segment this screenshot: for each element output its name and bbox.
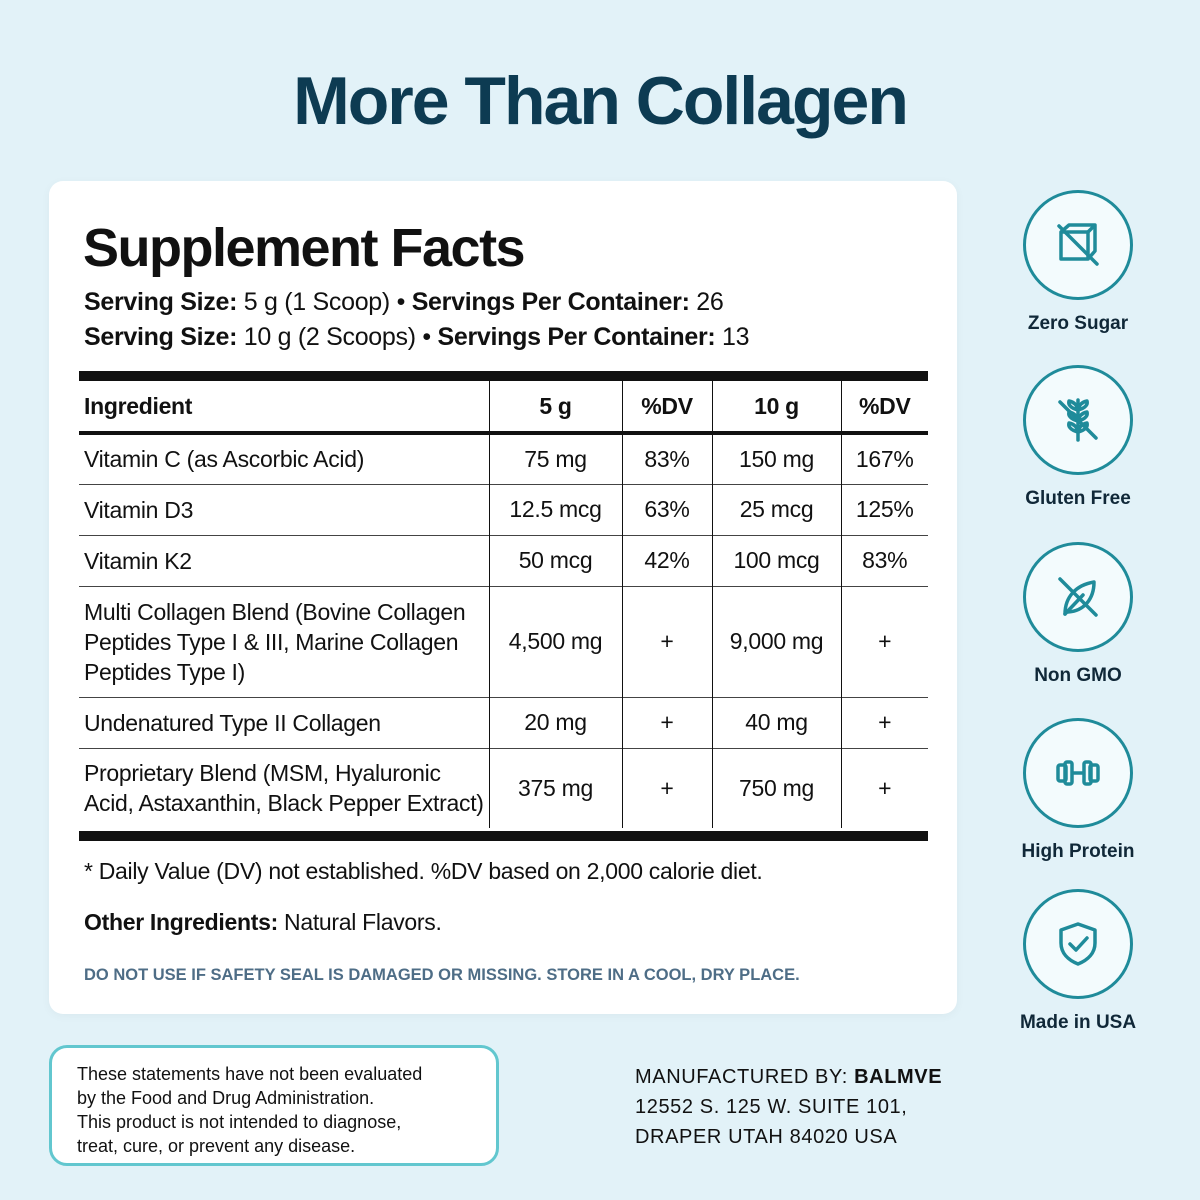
manufacturer-address-line: DRAPER UTAH 84020 USA (635, 1126, 898, 1148)
daily-value-10g: + (840, 747, 928, 828)
fda-notice-line: treat, cure, or prevent any disease. (77, 1136, 356, 1156)
amount-5g: 375 mg (488, 747, 622, 828)
serving-info-single-scoop: Serving Size: 5 g (1 Scoop) • Servings P… (84, 288, 724, 317)
daily-value-5g: + (621, 696, 712, 748)
badge-label: Made in USA (1019, 1012, 1137, 1033)
no-sugar-cube-icon (1057, 223, 1099, 266)
shield-check-icon (1059, 922, 1097, 966)
daily-value-10g: + (840, 585, 928, 697)
badge-zero-sugar: Zero Sugar (1000, 190, 1156, 335)
daily-value-5g: + (621, 747, 712, 828)
amount-10g: 750 mg (711, 747, 841, 828)
daily-value-5g: 63% (621, 483, 712, 535)
dumbbell-icon (1056, 760, 1100, 786)
daily-value-5g: 83% (621, 433, 712, 484)
ingredient-name: Multi Collagen Blend (Bovine Collagen Pe… (79, 585, 489, 697)
ingredient-name: Proprietary Blend (MSM, Hyaluronic Acid,… (79, 747, 489, 828)
serving-size-value: 5 g (1 Scoop) • (237, 288, 412, 316)
ingredient-name: Undenatured Type II Collagen (79, 696, 489, 748)
supplement-facts-panel: Supplement Facts Serving Size: 5 g (1 Sc… (49, 181, 957, 1014)
badge-label: Non GMO (1034, 665, 1122, 686)
amount-10g: 40 mg (711, 696, 841, 748)
amount-10g: 9,000 mg (711, 585, 841, 697)
servings-per-container-label: Servings Per Container: (411, 288, 690, 316)
daily-value-10g: 167% (840, 433, 928, 484)
amount-5g: 75 mg (488, 433, 622, 484)
ingredient-name: Vitamin C (as Ascorbic Acid) (84, 446, 365, 473)
badge-label: High Protein (1021, 841, 1135, 862)
amount-10g: 150 mg (711, 433, 841, 484)
manufacturer-line: MANUFACTURED BY: BALMVE (635, 1062, 942, 1092)
ingredient-name: Vitamin K2 (79, 534, 489, 586)
no-wheat-icon (1058, 398, 1098, 442)
serving-info-double-scoop: Serving Size: 10 g (2 Scoops) • Servings… (84, 323, 750, 352)
manufacturer-address-line: 12552 S. 125 W. SUITE 101, (635, 1096, 908, 1118)
column-header-dv-10g: %DV (840, 381, 928, 435)
column-header-10g: 10 g (711, 381, 841, 435)
badge-non-gmo: Non GMO (1000, 542, 1156, 687)
daily-value-disclaimer: * Daily Value (DV) not established. %DV … (84, 858, 763, 884)
serving-size-label: Serving Size: (84, 288, 238, 316)
page-headline: More Than Collagen (293, 63, 909, 139)
badge-label: Gluten Free (1025, 488, 1131, 509)
table-row: Vitamin C (as Ascorbic Acid) 75 mg 83% 1… (79, 433, 928, 484)
badge-made-in-usa: Made in USA (1000, 889, 1156, 1034)
ingredient-name: Vitamin D3 (79, 483, 489, 535)
fda-notice-line: by the Food and Drug Administration. (77, 1088, 375, 1108)
manufacturer-info: MANUFACTURED BY: BALMVE 12552 S. 125 W. … (635, 1062, 942, 1152)
fda-notice-line: This product is not intended to diagnose… (77, 1112, 402, 1132)
daily-value-10g: 125% (840, 483, 928, 535)
other-ingredients-label: Other Ingredients: (84, 909, 278, 935)
amount-10g: 100 mcg (711, 534, 841, 586)
badge-high-protein: High Protein (1000, 718, 1156, 863)
column-header-5g: 5 g (488, 381, 622, 435)
daily-value-10g: 83% (840, 534, 928, 586)
table-row: Vitamin D3 12.5 mcg 63% 25 mcg 125% (79, 483, 928, 535)
table-row: Vitamin K2 50 mcg 42% 100 mcg 83% (79, 534, 928, 586)
table-row: Proprietary Blend (MSM, Hyaluronic Acid,… (79, 747, 928, 828)
badge-gluten-free: Gluten Free (1000, 365, 1156, 510)
daily-value-5g: 42% (621, 534, 712, 586)
table-header-row: Ingredient 5 g %DV 10 g %DV (79, 381, 928, 435)
serving-size-value: 10 g (2 Scoops) • (237, 323, 438, 351)
column-header-ingredient: Ingredient (79, 381, 489, 435)
amount-5g: 4,500 mg (488, 585, 622, 697)
servings-per-container-value: 26 (689, 288, 724, 316)
table-top-rule (79, 371, 928, 381)
other-ingredients-value: Natural Flavors. (277, 909, 442, 935)
serving-size-label: Serving Size: (84, 323, 238, 351)
safety-warning: DO NOT USE IF SAFETY SEAL IS DAMAGED OR … (84, 966, 800, 984)
amount-10g: 25 mcg (711, 483, 841, 535)
servings-per-container-label: Servings Per Container: (437, 323, 716, 351)
facts-title: Supplement Facts (83, 218, 526, 278)
table-row: Undenatured Type II Collagen 20 mg + 40 … (79, 696, 928, 748)
amount-5g: 12.5 mcg (488, 483, 622, 535)
manufacturer-name: BALMVE (854, 1066, 943, 1088)
amount-5g: 50 mcg (488, 534, 622, 586)
other-ingredients: Other Ingredients: Natural Flavors. (84, 909, 442, 936)
manufacturer-label: MANUFACTURED BY: (635, 1066, 855, 1088)
badge-label: Zero Sugar (1027, 313, 1129, 334)
fda-notice: These statements have not been evaluated… (49, 1045, 499, 1166)
daily-value-5g: + (621, 585, 712, 697)
no-gmo-leaf-icon (1058, 577, 1098, 617)
servings-per-container-value: 13 (715, 323, 750, 351)
table-bottom-rule (79, 831, 928, 841)
fda-notice-line: These statements have not been evaluated (77, 1064, 423, 1084)
ingredients-table: Ingredient 5 g %DV 10 g %DV Vitamin C (a… (79, 381, 928, 828)
table-row: Multi Collagen Blend (Bovine Collagen Pe… (79, 585, 928, 697)
column-header-dv-5g: %DV (621, 381, 712, 435)
daily-value-10g: + (840, 696, 928, 748)
amount-5g: 20 mg (488, 696, 622, 748)
